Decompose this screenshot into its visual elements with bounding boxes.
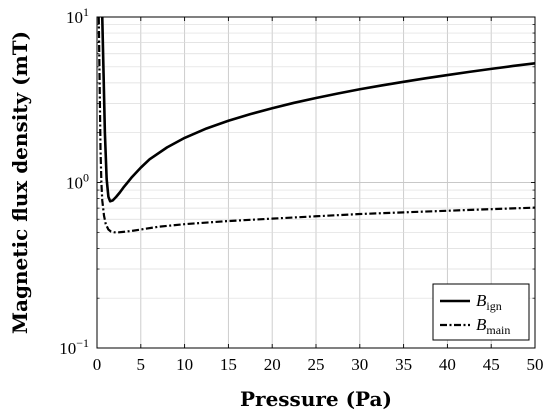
x-tick-label: 15 xyxy=(220,355,237,374)
x-tick-label: 0 xyxy=(93,355,102,374)
y-tick-label: 10−1 xyxy=(59,336,89,358)
y-axis-title: Magnetic flux density (mT) xyxy=(8,31,32,334)
x-tick-label: 30 xyxy=(351,355,368,374)
y-tick-label: 101 xyxy=(66,5,89,27)
series-layer xyxy=(97,16,535,234)
x-tick-label: 50 xyxy=(527,355,544,374)
x-tick-label: 25 xyxy=(308,355,325,374)
legend-label-ign: Bign xyxy=(476,291,502,313)
x-tick-label: 40 xyxy=(439,355,456,374)
x-axis-title: Pressure (Pa) xyxy=(240,387,392,411)
legend-label-main: Bmain xyxy=(476,315,510,337)
ticks xyxy=(96,16,536,349)
x-tick-label: 5 xyxy=(137,355,146,374)
tick-labels: 0 5 10 15 20 25 30 35 40 45 50 10−1 100 101 xyxy=(59,5,543,374)
legend-box xyxy=(432,283,530,341)
grid xyxy=(96,16,536,349)
x-tick-label: 35 xyxy=(395,355,412,374)
y-tick-label: 100 xyxy=(66,171,89,193)
series-line-ign xyxy=(100,16,535,203)
x-tick-label: 45 xyxy=(483,355,500,374)
x-tick-label: 10 xyxy=(176,355,193,374)
series-line-main xyxy=(97,16,535,234)
x-tick-label: 20 xyxy=(264,355,281,374)
